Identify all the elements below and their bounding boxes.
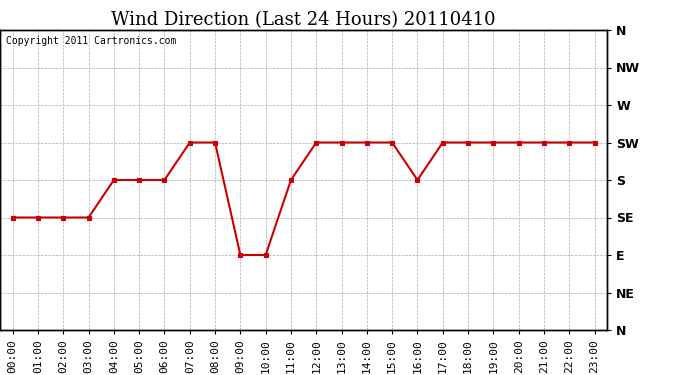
Text: Wind Direction (Last 24 Hours) 20110410: Wind Direction (Last 24 Hours) 20110410 bbox=[111, 11, 496, 29]
Text: Copyright 2011 Cartronics.com: Copyright 2011 Cartronics.com bbox=[6, 36, 177, 46]
